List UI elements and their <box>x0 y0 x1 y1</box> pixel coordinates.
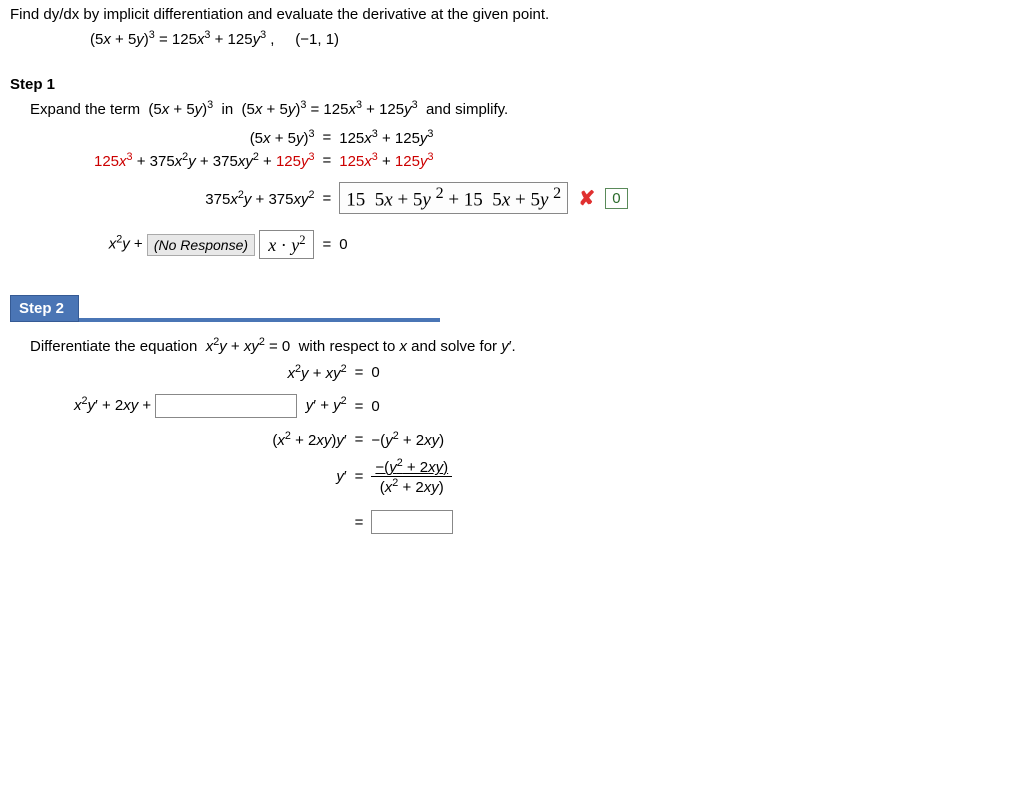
step1-line2: 125x3 + 375x2y + 375xy2 + 125y3 = 125x3 … <box>90 149 632 172</box>
step1-instruction: Expand the term (5x + 5y)3 in (5x + 5y)3… <box>30 99 1014 118</box>
step1-worklines: (5x + 5y)3 = 125x3 + 125y3 125x3 + 375x2… <box>90 126 632 261</box>
given-point: (−1, 1) <box>295 31 339 48</box>
step2-line3: (x2 + 2xy)y′ = −(y2 + 2xy) <box>70 420 457 451</box>
step1-line3: 375x2y + 375xy2 = 15 5x + 5y 2 + 15 5x +… <box>90 172 632 216</box>
step1-line1: (5x + 5y)3 = 125x3 + 125y3 <box>90 126 632 149</box>
blank-input-2[interactable] <box>371 510 453 534</box>
step1-line4: x2y + (No Response) x · y2 = 0 <box>90 216 632 261</box>
step2-line2: x2y′ + 2xy + y′ + y2 = 0 <box>70 384 457 420</box>
given-equation-line: (5x + 5y)3 = 125x3 + 125y3 , (−1, 1) <box>90 29 1014 48</box>
step2-heading: Step 2 <box>10 295 79 322</box>
question-prompt: Find dy/dx by implicit differentiation a… <box>10 6 1014 23</box>
s2l1rhs: 0 <box>371 364 379 381</box>
step2-line5: = <box>70 498 457 536</box>
blank-input-1[interactable] <box>155 394 297 418</box>
no-response-box[interactable]: (No Response) <box>147 234 255 256</box>
formula-hint-box: x · y2 <box>259 230 314 259</box>
step2-instruction: Differentiate the equation x2y + xy2 = 0… <box>30 336 1014 355</box>
step1-line4-rhs: 0 <box>339 236 347 253</box>
step2-worklines: x2y + xy2 = 0 x2y′ + 2xy + y′ + y2 = 0 (… <box>70 361 457 536</box>
step2-line4: y′ = −(y2 + 2xy) (x2 + 2xy) <box>70 451 457 498</box>
s2l2rhs: 0 <box>371 398 379 415</box>
correct-answer-box: 0 <box>605 188 627 209</box>
step1-label: Step 1 <box>10 76 1014 93</box>
wrong-icon: ✘ <box>578 188 595 210</box>
fraction: −(y2 + 2xy) (x2 + 2xy) <box>371 457 452 496</box>
prompt-text: Find dy/dx by implicit differentiation a… <box>10 6 549 23</box>
step2-line1: x2y + xy2 = 0 <box>70 361 457 384</box>
wrong-answer-box[interactable]: 15 5x + 5y 2 + 15 5x + 5y 2 <box>339 182 568 214</box>
